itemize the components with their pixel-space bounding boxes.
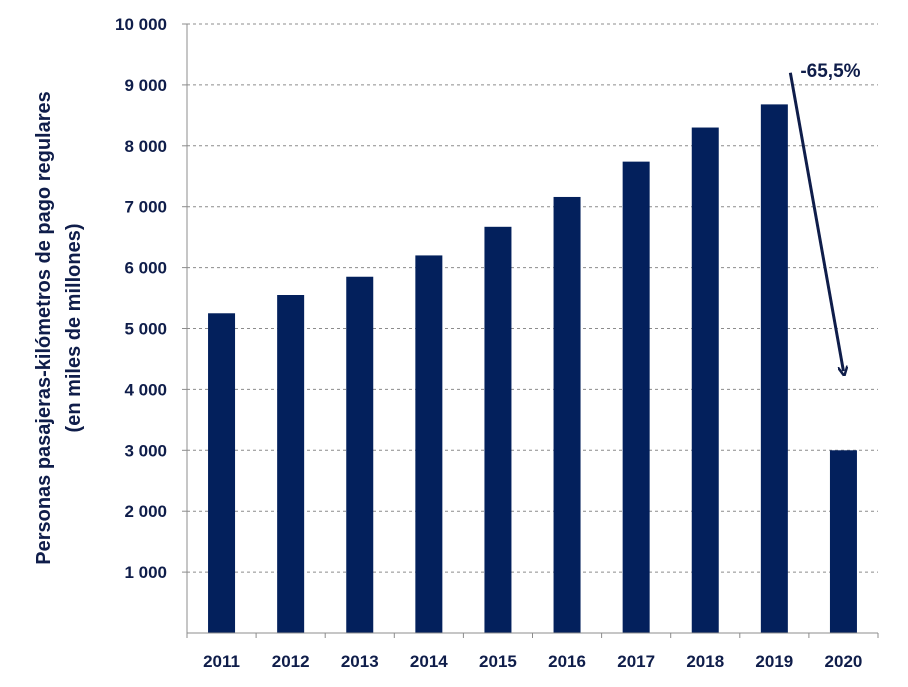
x-tick-label: 2012: [272, 652, 310, 671]
y-tick-label: 2 000: [124, 502, 167, 521]
x-tick-label: 2013: [341, 652, 379, 671]
x-tick-label: 2016: [548, 652, 586, 671]
bar-2020: [829, 450, 857, 633]
y-tick-label: 5 000: [124, 320, 167, 339]
y-axis-title-line1: Personas pasajeras-kilómetros de pago re…: [33, 91, 55, 565]
y-tick-label: 7 000: [124, 198, 167, 217]
bar-2016: [553, 196, 581, 633]
y-tick-label: 8 000: [124, 137, 167, 156]
bar-2019: [760, 104, 788, 633]
axes: [182, 23, 879, 638]
y-tick-label: 6 000: [124, 259, 167, 278]
bar-2017: [622, 161, 650, 633]
x-tick-label: 2020: [825, 652, 863, 671]
bar-2012: [277, 295, 305, 633]
decline-arrow: [788, 72, 843, 371]
y-tick-labels: 1 000 2 000 3 000 4 000 5 000 6 000 7 000 8 000…: [115, 15, 167, 582]
x-tick-label: 2017: [617, 652, 655, 671]
y-tick-label: 1 000: [124, 563, 167, 582]
bar-2018: [691, 127, 719, 633]
y-axis-title-line2: (en miles de millones): [63, 224, 85, 433]
x-tick-labels: 2011 2012 2013 2014 2015 2016 2017 2018 2019 2020: [203, 652, 862, 671]
x-tick-label: 2018: [686, 652, 724, 671]
y-tick-label: 10 000: [115, 15, 167, 34]
bar-2011: [208, 313, 236, 633]
x-tick-label: 2014: [410, 652, 448, 671]
bar-2014: [415, 255, 443, 634]
x-tick-label: 2015: [479, 652, 517, 671]
bar-2015: [484, 226, 512, 633]
y-tick-label: 3 000: [124, 441, 167, 460]
y-tick-label: 9 000: [124, 76, 167, 95]
decline-annotation: -65,5%: [800, 61, 860, 82]
x-tick-label: 2019: [755, 652, 793, 671]
bars: [208, 104, 857, 634]
x-tick-label: 2011: [203, 652, 240, 671]
y-tick-label: 4 000: [124, 380, 167, 399]
bar-2013: [346, 276, 374, 633]
